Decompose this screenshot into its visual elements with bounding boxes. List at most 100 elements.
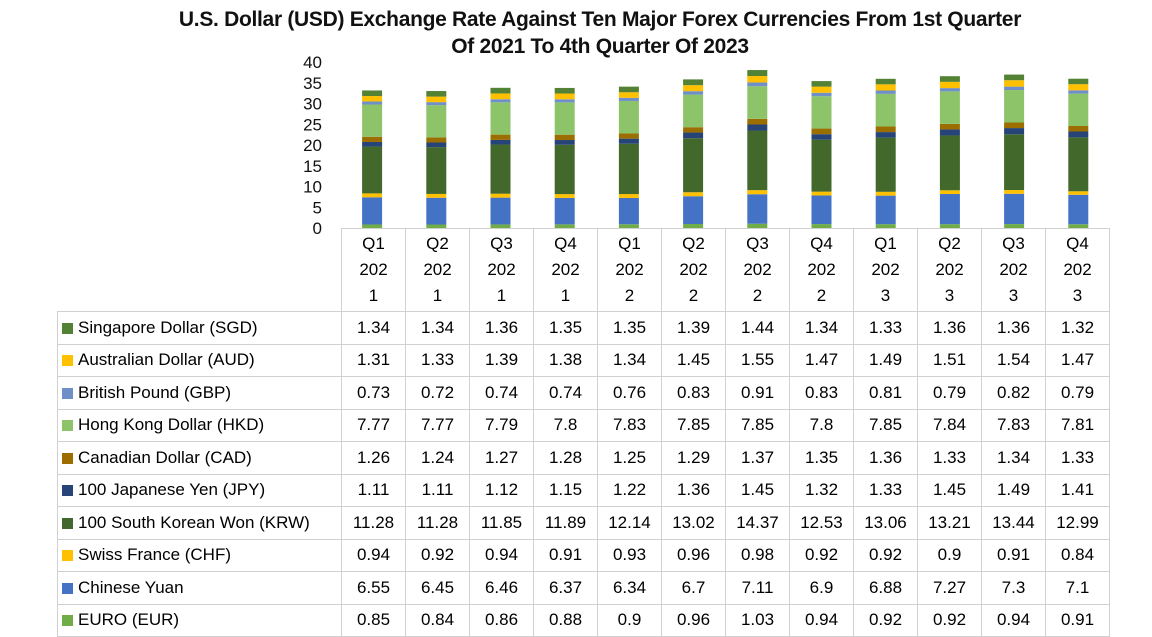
data-label-cell: 11.89 (533, 506, 598, 540)
data-label-cell: 1.47 (789, 343, 854, 377)
bar-segment (554, 140, 575, 145)
data-label-cell: 1.34 (341, 311, 406, 345)
data-label-cell: 7.8 (533, 408, 598, 442)
x-tick-label-line: 3 (880, 286, 891, 305)
bar-segment (426, 193, 447, 198)
bar-segment (554, 134, 575, 141)
x-tick-label-line: Q4 (1066, 234, 1089, 253)
x-tick-label-line: Q1 (874, 234, 897, 253)
data-label-cell: 0.88 (533, 603, 598, 637)
x-tick-label-line: 202 (807, 260, 836, 279)
legend-swatch-icon (62, 517, 73, 529)
bar-stack (1004, 74, 1025, 228)
data-label-cell: 0.91 (1045, 603, 1110, 637)
bar-segment (490, 139, 511, 145)
table-row: 100 South Korean Won (KRW) 11.28 11.28 11.8… (57, 506, 1110, 540)
bar-segment (490, 193, 511, 198)
category-header-cell: Q2 202 3 (917, 228, 982, 312)
bar-segment (747, 130, 768, 191)
bar-segment (426, 142, 447, 148)
data-label-cell: 6.88 (853, 571, 918, 605)
data-label-cell: 7.8 (789, 408, 854, 442)
table-row: EURO (EUR) 0.85 0.84 0.86 0.88 0.9 0.96 1.03 0.9… (57, 603, 1110, 637)
legend-label: Hong Kong Dollar (HKD) (78, 415, 265, 435)
data-label-cell: 0.83 (661, 376, 726, 410)
legend-label: EURO (EUR) (78, 610, 180, 630)
x-tick-label-line: Q2 (938, 234, 961, 253)
legend-swatch-icon (62, 582, 73, 594)
data-label-cell: 1.36 (853, 441, 918, 475)
x-tick-label-line: 3 (944, 286, 955, 305)
data-label-cell: 13.44 (981, 506, 1046, 540)
legend-entry: 100 Japanese Yen (JPY) (57, 473, 342, 507)
bar-segment (683, 192, 704, 197)
bar-segment (618, 86, 639, 93)
x-tick-label-line: 1 (432, 286, 443, 305)
bar-stack (747, 70, 768, 228)
x-tick-label-line: Q4 (810, 234, 833, 253)
data-label-cell: 0.92 (405, 538, 470, 572)
bar-segment (362, 193, 383, 198)
bar-segment (1004, 122, 1025, 129)
legend-swatch-icon (62, 387, 73, 399)
bar-segment (1068, 131, 1089, 138)
bar-segment (875, 195, 896, 225)
bar-segment (490, 87, 511, 94)
x-tick-label-line: 202 (359, 260, 388, 279)
data-label-cell: 1.31 (341, 343, 406, 377)
data-label-cell: 1.36 (661, 473, 726, 507)
legend-swatch-icon (62, 420, 73, 432)
legend-entry: Swiss France (CHF) (57, 538, 342, 572)
data-label-cell: 0.81 (853, 376, 918, 410)
legend-entry: EURO (EUR) (57, 603, 342, 637)
table-row: Canadian Dollar (CAD) 1.26 1.24 1.27 1.28 1.2… (57, 441, 1110, 475)
legend-swatch-icon (62, 452, 73, 464)
bar-segment (875, 78, 896, 85)
legend-label: 100 Japanese Yen (JPY) (78, 480, 266, 500)
chart-title-line-2: Of 2021 To 4th Quarter Of 2023 (451, 35, 749, 58)
bar-stack (362, 90, 383, 228)
data-label-cell: 1.35 (789, 441, 854, 475)
data-label-cell: 0.85 (341, 603, 406, 637)
y-tick-label: 30 (303, 95, 322, 114)
data-label-cell: 1.24 (405, 441, 470, 475)
bar-segment (747, 70, 768, 77)
bar-segment (811, 224, 832, 228)
data-label-cell: 6.34 (597, 571, 662, 605)
bar-segment (1004, 80, 1025, 87)
x-tick-label-line: 1 (368, 286, 379, 305)
data-label-cell: 0.9 (597, 603, 662, 637)
data-label-cell: 6.55 (341, 571, 406, 605)
data-label-cell: 0.91 (981, 538, 1046, 572)
bar-segment (875, 191, 896, 196)
x-tick-label-line: 2 (624, 286, 635, 305)
bar-segment (618, 197, 639, 225)
bar-segment (1068, 224, 1089, 228)
bar-segment (426, 224, 447, 228)
data-label-cell: 0.94 (469, 538, 534, 572)
y-tick-label: 15 (303, 157, 322, 176)
legend-label: Chinese Yuan (78, 577, 184, 597)
x-tick-label-line: Q3 (746, 234, 769, 253)
table-body: Singapore Dollar (SGD) 1.34 1.34 1.36 1.35 1.… (57, 311, 1110, 637)
bar-segment (362, 104, 383, 137)
bar-segment (1004, 193, 1025, 225)
bar-segment (426, 105, 447, 138)
table-row: Australian Dollar (AUD) 1.31 1.33 1.39 1.38 1… (57, 343, 1110, 377)
bar-segment (554, 194, 575, 198)
category-header-cell: Q4 202 2 (789, 228, 854, 312)
data-label-cell: 0.94 (789, 603, 854, 637)
data-label-cell: 1.26 (341, 441, 406, 475)
bar-stack (1068, 78, 1089, 228)
data-label-cell: 0.72 (405, 376, 470, 410)
legend-label: 100 South Korean Won (KRW) (78, 512, 310, 532)
bar-segment (939, 194, 960, 225)
data-label-cell: 1.27 (469, 441, 534, 475)
bar-segment (875, 84, 896, 91)
data-label-cell: 13.06 (853, 506, 918, 540)
data-label-cell: 6.7 (661, 571, 726, 605)
bar-segment (683, 224, 704, 228)
bar-segment (875, 224, 896, 228)
data-label-cell: 0.73 (341, 376, 406, 410)
